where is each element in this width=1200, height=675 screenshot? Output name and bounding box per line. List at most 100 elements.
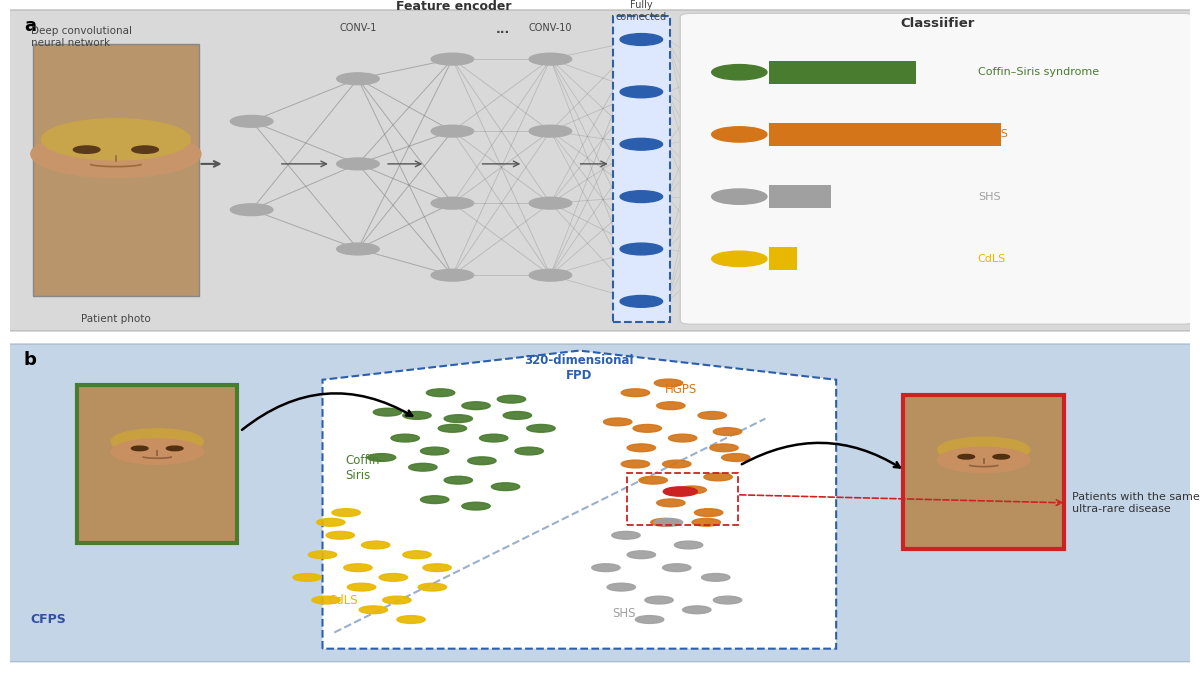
Circle shape [403, 412, 431, 419]
Circle shape [620, 243, 662, 255]
FancyBboxPatch shape [0, 10, 1200, 331]
Circle shape [721, 454, 750, 462]
Circle shape [656, 499, 685, 507]
Circle shape [367, 454, 396, 462]
Circle shape [397, 616, 425, 624]
Circle shape [480, 434, 508, 442]
Circle shape [337, 158, 379, 170]
Bar [769, 123, 1001, 146]
Circle shape [391, 434, 419, 442]
Text: Coffin–Siris syndrome: Coffin–Siris syndrome [978, 68, 1099, 77]
Circle shape [654, 518, 683, 526]
Circle shape [937, 437, 1030, 462]
Circle shape [497, 396, 526, 403]
FancyBboxPatch shape [0, 344, 1200, 662]
Circle shape [343, 564, 372, 572]
Circle shape [337, 243, 379, 255]
Circle shape [638, 477, 667, 484]
Text: Patients with the same
ultra-rare disease: Patients with the same ultra-rare diseas… [1073, 492, 1200, 514]
Circle shape [112, 429, 203, 454]
Circle shape [695, 509, 722, 516]
Text: Patient photo: Patient photo [80, 315, 151, 324]
Circle shape [462, 502, 490, 510]
Circle shape [712, 251, 767, 267]
Text: CdLS: CdLS [329, 593, 358, 607]
Circle shape [650, 518, 679, 526]
Circle shape [529, 53, 571, 65]
Bar [769, 61, 917, 84]
Circle shape [491, 483, 520, 491]
Text: Fully
connected: Fully connected [616, 0, 667, 22]
Circle shape [529, 126, 571, 137]
Circle shape [420, 495, 449, 504]
Text: SHS: SHS [612, 607, 635, 620]
Circle shape [420, 447, 449, 455]
Circle shape [628, 551, 655, 559]
Text: Classiifier: Classiifier [900, 17, 974, 30]
Circle shape [607, 583, 636, 591]
Bar [769, 247, 797, 270]
Circle shape [431, 53, 474, 65]
Circle shape [620, 138, 662, 150]
Circle shape [712, 189, 767, 205]
Text: b: b [24, 350, 37, 369]
Circle shape [73, 146, 100, 153]
Circle shape [592, 564, 620, 572]
FancyBboxPatch shape [904, 395, 1064, 549]
Circle shape [713, 428, 742, 435]
Circle shape [317, 518, 344, 526]
Text: CFPS: CFPS [31, 613, 67, 626]
Circle shape [383, 596, 412, 604]
Circle shape [620, 191, 662, 202]
Text: CONV-10: CONV-10 [529, 23, 572, 33]
Circle shape [462, 402, 490, 410]
Circle shape [604, 418, 632, 426]
Circle shape [337, 73, 379, 84]
Circle shape [527, 425, 556, 432]
Circle shape [112, 439, 203, 464]
Circle shape [656, 402, 685, 410]
Circle shape [662, 564, 691, 572]
FancyBboxPatch shape [77, 385, 238, 543]
Circle shape [692, 518, 720, 526]
Text: CdLS: CdLS [978, 254, 1006, 264]
Circle shape [293, 574, 322, 581]
Circle shape [712, 127, 767, 142]
Circle shape [230, 115, 272, 127]
Circle shape [712, 65, 767, 80]
Circle shape [308, 551, 337, 559]
Circle shape [622, 389, 649, 397]
Circle shape [379, 574, 408, 581]
Circle shape [167, 446, 182, 451]
Circle shape [332, 509, 360, 516]
Circle shape [654, 379, 683, 387]
Circle shape [674, 541, 703, 549]
Circle shape [403, 551, 431, 559]
Circle shape [612, 531, 640, 539]
Circle shape [359, 606, 388, 614]
Circle shape [620, 34, 662, 45]
Text: SHS: SHS [978, 192, 1001, 202]
Circle shape [230, 204, 272, 215]
Circle shape [636, 616, 664, 624]
Circle shape [426, 389, 455, 397]
Circle shape [347, 583, 376, 591]
Circle shape [503, 412, 532, 419]
Text: Coffin-
Siris: Coffin- Siris [344, 454, 384, 482]
Circle shape [132, 446, 148, 451]
Text: Deep convolutional
neural network: Deep convolutional neural network [31, 26, 132, 48]
Circle shape [431, 126, 474, 137]
Circle shape [634, 425, 661, 432]
Circle shape [31, 130, 200, 178]
Circle shape [361, 541, 390, 549]
Circle shape [444, 414, 473, 423]
Circle shape [683, 606, 710, 614]
Circle shape [438, 425, 467, 432]
Circle shape [628, 444, 655, 452]
Circle shape [620, 296, 662, 307]
Text: HGPS: HGPS [978, 130, 1009, 140]
Bar [769, 185, 832, 208]
Circle shape [713, 596, 742, 604]
Text: HGPS: HGPS [665, 383, 697, 396]
Circle shape [662, 460, 691, 468]
